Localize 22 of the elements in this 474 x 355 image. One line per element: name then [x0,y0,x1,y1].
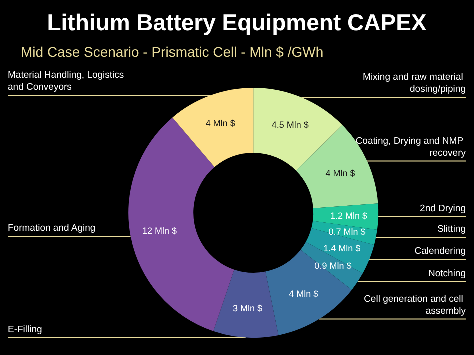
slice-label: Cell generation and cell assembly [364,294,466,317]
slice-label: Mixing and raw material dosing/piping [363,72,466,96]
data-label: 4 Mln $ [326,168,356,178]
data-label: 1.2 Mln $ [330,210,368,221]
slice-label: Formation and Aging [8,223,96,234]
chart-title: Lithium Battery Equipment CAPEX [47,10,428,36]
slice-label: Material Handling, Logistics and Conveyors [8,70,127,94]
data-label: 4 Mln $ [289,289,319,300]
data-label: 0.9 Mln $ [314,260,352,271]
slice-label: Slitting [437,224,466,236]
slice-label: E-Filling [8,324,42,336]
data-label: 1.4 Mln $ [324,244,361,254]
data-label: 4 Mln $ [206,118,236,128]
chart-subtitle: Mid Case Scenario - Prismatic Cell - Mln $ /GWh [21,44,324,60]
data-label: 12 Mln $ [142,226,178,236]
data-label: 0.7 Mln $ [328,226,366,237]
slice-label: 2nd Drying [420,203,466,214]
slice-label: Notching [428,268,466,280]
data-label: 4.5 Mln $ [272,120,309,130]
slice-label: Coating, Drying and NMP recovery [356,136,466,159]
data-label: 3 Mln $ [232,303,262,314]
slice-label: Calendering [414,246,466,258]
